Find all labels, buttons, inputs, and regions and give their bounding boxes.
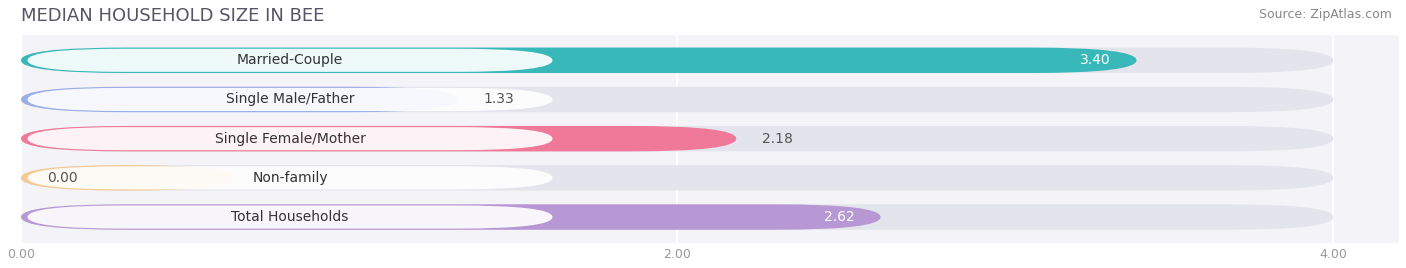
FancyBboxPatch shape [21, 204, 1333, 230]
FancyBboxPatch shape [21, 126, 1333, 151]
FancyBboxPatch shape [21, 165, 1333, 191]
FancyBboxPatch shape [28, 127, 553, 150]
Text: Total Households: Total Households [232, 210, 349, 224]
Text: 3.40: 3.40 [1080, 53, 1111, 67]
Text: 1.33: 1.33 [484, 92, 515, 106]
FancyBboxPatch shape [28, 88, 553, 111]
FancyBboxPatch shape [28, 49, 553, 72]
Text: Source: ZipAtlas.com: Source: ZipAtlas.com [1258, 8, 1392, 21]
Text: 2.18: 2.18 [762, 132, 793, 146]
FancyBboxPatch shape [21, 87, 1333, 112]
FancyBboxPatch shape [21, 87, 457, 112]
Text: 2.62: 2.62 [824, 210, 855, 224]
Text: MEDIAN HOUSEHOLD SIZE IN BEE: MEDIAN HOUSEHOLD SIZE IN BEE [21, 7, 325, 25]
Text: 0.00: 0.00 [48, 171, 77, 185]
Text: Single Female/Mother: Single Female/Mother [215, 132, 366, 146]
FancyBboxPatch shape [21, 165, 235, 191]
FancyBboxPatch shape [21, 47, 1136, 73]
FancyBboxPatch shape [28, 166, 553, 189]
Text: Non-family: Non-family [252, 171, 328, 185]
FancyBboxPatch shape [21, 126, 737, 151]
FancyBboxPatch shape [21, 47, 1333, 73]
Text: Single Male/Father: Single Male/Father [226, 92, 354, 106]
Text: Married-Couple: Married-Couple [236, 53, 343, 67]
FancyBboxPatch shape [28, 206, 553, 229]
FancyBboxPatch shape [21, 204, 880, 230]
